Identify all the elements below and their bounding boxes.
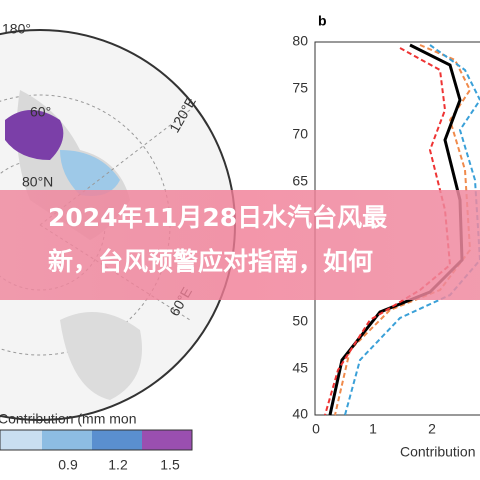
- colorbar-tick: 0.9: [58, 457, 78, 473]
- y-tick-label: 75: [292, 80, 308, 96]
- panel-label: b: [318, 13, 327, 29]
- shading: [5, 110, 64, 160]
- y-tick-label: 65: [292, 173, 308, 189]
- land: [60, 312, 142, 400]
- title-line: 2024年11月28日水汽台风最: [48, 203, 388, 232]
- colorbar-tick: 1.2: [108, 457, 128, 473]
- title-line: 新，台风预警应对指南，如何: [48, 247, 373, 276]
- map-label: 80°N: [22, 174, 53, 190]
- map-label: 180°: [2, 21, 31, 37]
- y-tick-label: 45: [292, 360, 308, 376]
- y-tick-label: 80: [292, 33, 308, 49]
- curve: [334, 44, 472, 416]
- y-tick-label: 40: [292, 406, 308, 422]
- colorbar: [0, 429, 193, 451]
- map-label: 60°: [30, 104, 51, 120]
- x-axis-label: Contribution: [400, 444, 476, 460]
- shading: [60, 150, 120, 196]
- x-tick-label: 0: [312, 421, 320, 437]
- y-tick-label: 50: [292, 313, 308, 329]
- y-tick-label: 70: [292, 126, 308, 142]
- x-tick-label: 2: [428, 421, 436, 437]
- x-tick-label: 1: [369, 421, 377, 437]
- colorbar-label: Contribution (mm mon: [0, 411, 137, 427]
- colorbar-tick: 1.5: [160, 457, 180, 473]
- title-band: [0, 190, 480, 300]
